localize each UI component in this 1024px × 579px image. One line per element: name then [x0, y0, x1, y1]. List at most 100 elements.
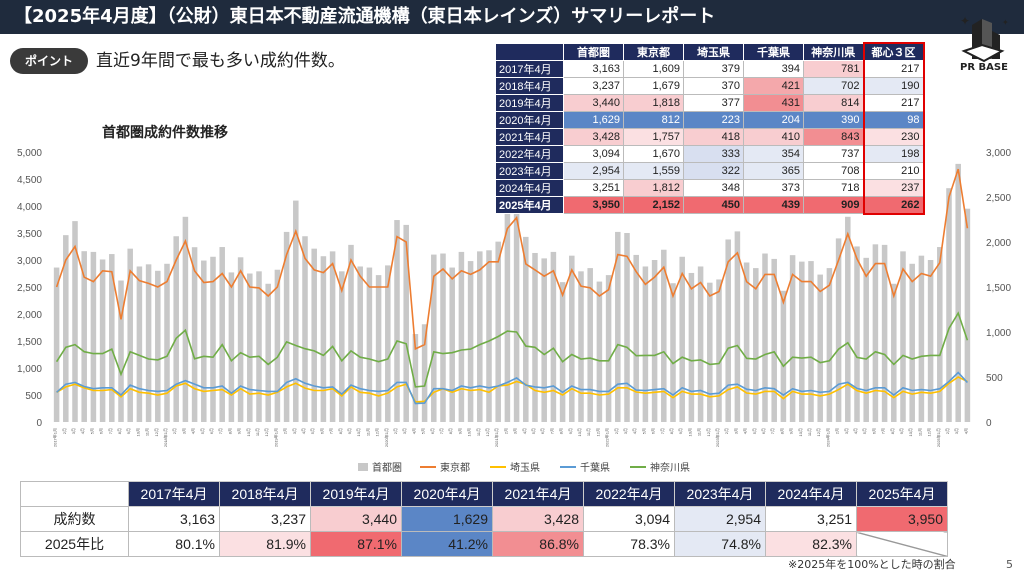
bar-shutoken: [412, 334, 419, 422]
line-千葉県: [56, 371, 968, 405]
y-right-tick-label: 2,500: [986, 193, 1011, 204]
bar-shutoken: [964, 208, 971, 422]
x-tick-label: 12月: [485, 428, 490, 436]
x-tick-label: 5月: [531, 428, 536, 434]
bar-shutoken: [808, 261, 814, 422]
summary-value-cell: 3,163: [563, 60, 624, 78]
bar-shutoken: [734, 231, 741, 422]
bar-shutoken: [688, 272, 695, 422]
summary-value-cell: 909: [803, 196, 864, 214]
summary-row: 2023年4月 2,954 1,559 322 365 708 210: [495, 162, 925, 180]
legend-label: 埼玉県: [510, 461, 540, 474]
chart-title: 首都圏成約件数推移: [102, 125, 228, 141]
bar-shutoken: [237, 257, 244, 422]
value-cell: 3,251: [765, 506, 857, 532]
summary-value-cell: 390: [803, 111, 864, 129]
bar-shutoken: [596, 281, 603, 422]
bar-shutoken: [127, 248, 133, 422]
x-tick-label: 6月: [871, 428, 876, 434]
bar-shutoken: [109, 254, 115, 422]
x-tick-label: 3月: [623, 428, 628, 434]
x-tick-label: 9月: [347, 428, 352, 434]
yearly-comparison-table: 2017年4月 2018年4月 2019年4月 2020年4月 2021年4月 2022年…: [20, 481, 948, 557]
bar-shutoken: [615, 231, 621, 422]
bar-shutoken: [90, 251, 97, 422]
bar-shutoken: [118, 280, 124, 422]
x-tick-label: 12月: [264, 428, 269, 436]
y-right-tick-label: 500: [986, 373, 1003, 384]
bar-shutoken: [845, 216, 851, 422]
bar-shutoken: [541, 258, 547, 422]
x-tick-label: 4月: [632, 428, 637, 434]
value-cell: 3,237: [219, 506, 311, 532]
x-tick-label: 2月: [724, 428, 729, 434]
x-tick-label: 3月: [292, 428, 297, 434]
summary-value-cell: 1,559: [623, 162, 684, 180]
bar-shutoken: [523, 236, 529, 422]
x-tick-label: 7月: [218, 428, 223, 434]
bar-shutoken: [403, 224, 409, 422]
bar-shutoken: [909, 263, 915, 422]
summary-year-cell: 2021年4月: [495, 128, 564, 146]
x-tick-label: 2022年1月: [604, 428, 610, 447]
summary-value-cell: 439: [743, 196, 804, 214]
summary-table: 首都圏 東京都 埼玉県 千葉県 神奈川県 都心３区 2017年4月 3,163 1,609 379…: [495, 42, 925, 215]
bar-shutoken: [569, 255, 575, 422]
bar-shutoken: [679, 256, 685, 422]
x-tick-label: 3月: [181, 428, 186, 434]
point-text: 直近9年間で最も多い成約件数。: [96, 51, 345, 71]
x-tick-label: 2月: [393, 428, 398, 434]
y-left-tick-label: 5,000: [17, 148, 42, 159]
bar-shutoken: [707, 282, 713, 422]
bar-shutoken: [918, 255, 925, 422]
x-tick-label: 2024年1月: [824, 428, 830, 447]
bar-shutoken: [900, 251, 906, 422]
value-cell: 74.8%: [674, 531, 766, 557]
x-tick-label: 8月: [559, 428, 564, 434]
bar-shutoken: [486, 250, 492, 422]
bar-shutoken: [513, 196, 520, 422]
x-tick-label: 9月: [237, 428, 242, 434]
summary-value-cell: 418: [683, 128, 744, 146]
bar-shutoken: [256, 271, 262, 422]
x-tick-label: 3月: [402, 428, 407, 434]
summary-value-cell: 394: [743, 60, 804, 78]
bar-shutoken: [559, 282, 566, 422]
x-tick-label: 3月: [513, 428, 518, 434]
summary-value-cell: 379: [683, 60, 744, 78]
summary-header-cell: 首都圏: [563, 42, 624, 61]
summary-year-cell: 2017年4月: [495, 60, 564, 78]
summary-value-cell: 1,679: [623, 77, 684, 95]
x-tick-label: 6月: [651, 428, 656, 434]
value-cell: 78.3%: [583, 531, 675, 557]
summary-value-cell: 431: [743, 94, 804, 112]
x-tick-label: 6月: [99, 428, 104, 434]
bar-shutoken: [283, 231, 290, 422]
value-cell: 3,094: [583, 506, 675, 532]
x-tick-label: 2月: [835, 428, 840, 434]
bar-shutoken: [495, 241, 501, 422]
bar-shutoken: [302, 236, 308, 422]
summary-row: 2021年4月 3,428 1,757 418 410 843 230: [495, 128, 925, 146]
report-title: 【2025年4月度】（公財）東日本不動産流通機構（東日本レインズ）サマリーレポー…: [0, 0, 1024, 34]
summary-value-cell: 702: [803, 77, 864, 95]
x-tick-label: 2月: [614, 428, 619, 434]
bar-shutoken: [863, 257, 869, 422]
x-tick-label: 11月: [917, 428, 922, 436]
summary-value-cell: 843: [803, 128, 864, 146]
bar-shutoken: [504, 209, 511, 422]
bar-shutoken: [201, 260, 207, 422]
svg-text:✦: ✦: [960, 14, 970, 28]
bar-shutoken: [145, 264, 152, 422]
bar-shutoken: [385, 265, 391, 422]
summary-row: 2017年4月 3,163 1,609 379 394 781 217: [495, 60, 925, 78]
bar-shutoken: [651, 260, 658, 422]
summary-value-cell: 781: [803, 60, 864, 78]
x-tick-label: 7月: [329, 428, 334, 434]
summary-header-cell: [495, 42, 564, 61]
line-東京都: [55, 168, 969, 351]
summary-value-cell: 814: [803, 94, 864, 112]
x-tick-label: 8月: [779, 428, 784, 434]
bar-shutoken: [780, 290, 787, 422]
x-tick-label: 8月: [669, 428, 674, 434]
